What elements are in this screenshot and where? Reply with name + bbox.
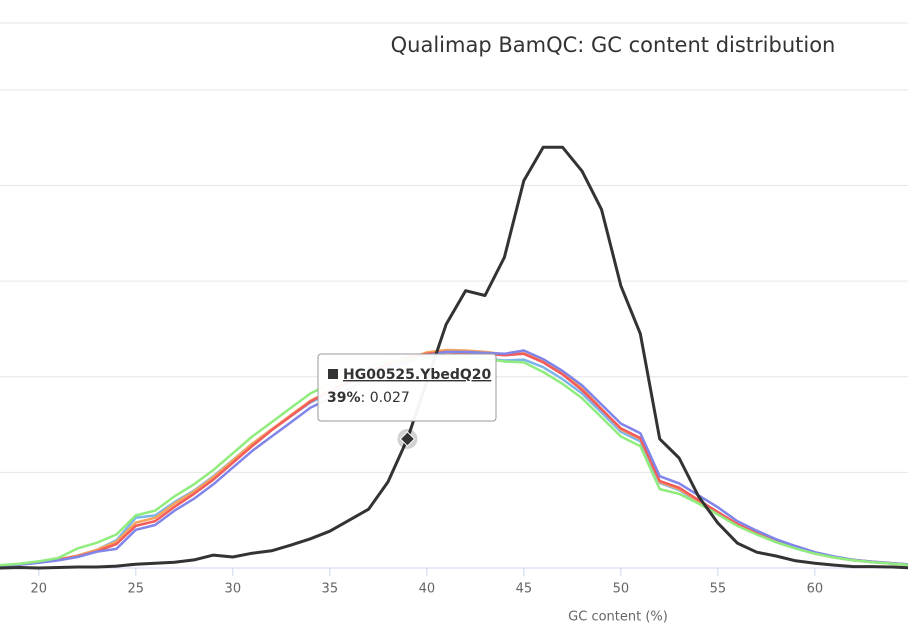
series-line: [0, 145, 908, 570]
tooltip-value: 39%: 0.027: [327, 390, 410, 406]
x-tick-label: 60: [807, 582, 824, 597]
x-tick-label: 20: [31, 582, 48, 597]
tooltip-sep: :: [361, 390, 370, 406]
series-line: [0, 349, 908, 568]
x-axis-title: GC content (%): [568, 610, 668, 625]
x-tick-label: 55: [710, 582, 727, 597]
hover-marker: [399, 431, 416, 447]
x-tick-label: 35: [322, 582, 339, 597]
tooltip-series-name: HG00525.YbedQ20: [343, 367, 492, 383]
tooltip-y: 0.027: [370, 390, 410, 406]
x-tick-label: 25: [128, 582, 145, 597]
tooltip-box: [317, 353, 497, 422]
x-tick-label: 30: [225, 582, 242, 597]
x-tick-label: 45: [516, 582, 533, 597]
tooltip-x: 39%: [327, 390, 361, 406]
tooltip: HG00525.YbedQ20 39%: 0.027: [317, 353, 497, 449]
x-tick-label: 40: [419, 582, 436, 597]
x-tick-label: 50: [613, 582, 630, 597]
chart-title: Qualimap BamQC: GC content distribution: [391, 33, 836, 57]
tooltip-swatch: [328, 369, 338, 379]
